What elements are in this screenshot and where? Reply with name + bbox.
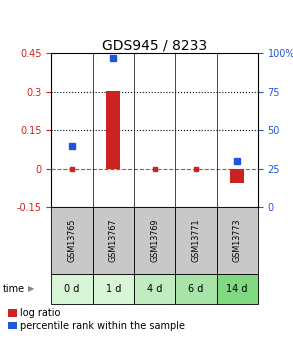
Text: GSM13767: GSM13767 (109, 219, 118, 263)
Bar (217, 274, 258, 304)
Bar (51, 207, 93, 274)
Bar (106, 91, 120, 169)
Title: GDS945 / 8233: GDS945 / 8233 (102, 38, 207, 52)
Text: 14 d: 14 d (226, 284, 248, 294)
Bar (217, 207, 258, 274)
Bar (51, 274, 93, 304)
Text: GSM13773: GSM13773 (233, 219, 242, 263)
Bar (230, 169, 244, 183)
Text: GSM13769: GSM13769 (150, 219, 159, 263)
Text: time: time (3, 284, 25, 294)
Bar (93, 207, 134, 274)
Text: 4 d: 4 d (147, 284, 162, 294)
Text: ▶: ▶ (28, 284, 34, 294)
Text: 1 d: 1 d (105, 284, 121, 294)
Text: 0 d: 0 d (64, 284, 80, 294)
Text: 6 d: 6 d (188, 284, 204, 294)
Bar (134, 207, 175, 274)
Text: GSM13765: GSM13765 (67, 219, 76, 263)
Legend: log ratio, percentile rank within the sample: log ratio, percentile rank within the sa… (8, 308, 185, 331)
Bar (134, 274, 175, 304)
Bar (175, 207, 217, 274)
Bar (175, 274, 217, 304)
Text: GSM13771: GSM13771 (191, 219, 200, 263)
Bar (93, 274, 134, 304)
